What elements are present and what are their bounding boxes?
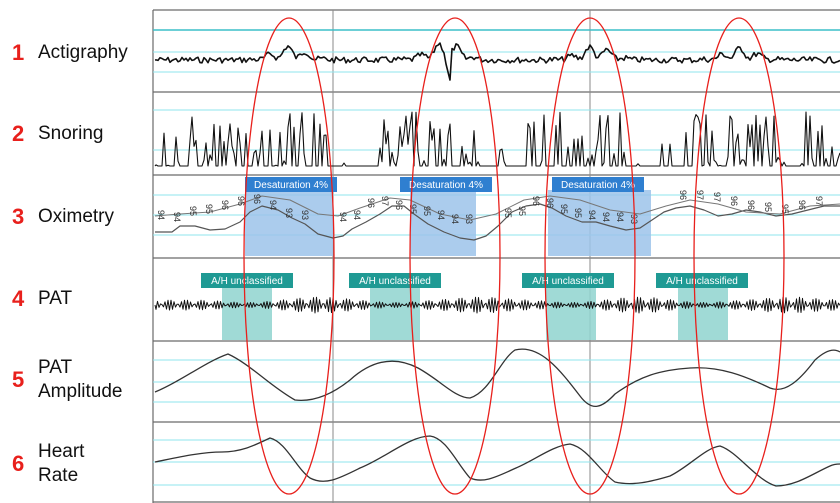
ah-label: A/H unclassified (211, 276, 283, 287)
highlight-ellipse (409, 17, 501, 495)
channel-name: Snoring (38, 123, 104, 144)
channel-label-heart-rate: 6 Heart Rate (12, 440, 108, 488)
channel-name: Heart Rate (38, 441, 85, 486)
channel-name: PAT Amplitude (38, 357, 123, 402)
desaturation-region (410, 190, 476, 256)
oximetry-value-label: 96 (236, 196, 246, 206)
oximetry-value-label: 96 (394, 200, 404, 210)
oximetry-value-label: 94 (436, 210, 446, 220)
oximetry-value-label: 94 (172, 212, 182, 222)
oximetry-value-label: 97 (695, 190, 705, 200)
oximetry-value-label: 96 (366, 198, 376, 208)
highlight-ellipses (243, 17, 785, 495)
channel-label-snoring: 2 Snoring (12, 121, 104, 147)
highlight-ellipse (544, 17, 636, 495)
channel-name: Oximetry (38, 206, 114, 227)
oximetry-value-label: 97 (814, 196, 824, 206)
oximetry-value-label: 96 (545, 198, 555, 208)
oximetry-value-label: 94 (615, 212, 625, 222)
oximetry-value-label: 96 (729, 196, 739, 206)
channel-label-oximetry: 3 Oximetry (12, 204, 114, 230)
oximetry-value-label: 93 (300, 210, 310, 220)
ah-region (678, 288, 728, 340)
oximetry-value-label: 95 (204, 204, 214, 214)
channel-number: 5 (12, 367, 25, 392)
snoring-trace (154, 111, 840, 167)
highlight-ellipse (243, 17, 335, 495)
oximetry-value-label: 96 (252, 194, 262, 204)
pat-trace (154, 296, 840, 314)
oximetry-value-label: 93 (284, 208, 294, 218)
oximetry-value-label: 95 (559, 204, 569, 214)
oximetry-value-labels: 94 94 95 95 96 96 96 94 93 93 94 94 96 97 96 95 95 94 94 93… (156, 190, 824, 224)
time-markers (332, 10, 591, 503)
desaturation-region (245, 190, 333, 256)
oximetry-value-label: 96 (746, 200, 756, 210)
oximetry-value-label: 95 (188, 206, 198, 216)
oximetry-value-label: 96 (678, 190, 688, 200)
oximetry-value-label: 97 (712, 192, 722, 202)
ah-label: A/H unclassified (532, 276, 604, 287)
channel-label-pat-amplitude: 5 PAT Amplitude (12, 356, 148, 404)
oximetry-value-label: 95 (573, 208, 583, 218)
oximetry-value-label: 96 (531, 196, 541, 206)
oximetry-value-label: 94 (450, 214, 460, 224)
channel-number: 4 (12, 286, 25, 311)
channel-number: 6 (12, 451, 25, 476)
desaturation-label: Desaturation 4% (561, 180, 635, 191)
panel-frames (152, 9, 840, 503)
oximetry-value-label: 94 (352, 210, 362, 220)
oximetry-value-label: 96 (797, 200, 807, 210)
heart-rate-trace (154, 435, 840, 487)
oximetry-value-label: 95 (503, 208, 513, 218)
oximetry-value-label: 95 (517, 206, 527, 216)
oximetry-value-label: 95 (422, 206, 432, 216)
pat-amplitude-trace (154, 348, 840, 407)
oximetry-trace (155, 203, 840, 241)
ah-region (546, 288, 596, 340)
ah-region (222, 288, 272, 340)
channel-number: 2 (12, 121, 25, 146)
oximetry-value-label: 93 (464, 214, 474, 224)
oximetry-upper-trace (154, 195, 840, 221)
ah-label: A/H unclassified (359, 276, 431, 287)
channel-name: Actigraphy (38, 42, 128, 63)
actigraphy-trace (154, 42, 840, 81)
channel-number: 3 (12, 204, 25, 229)
oximetry-value-label: 94 (156, 210, 166, 220)
highlight-ellipse (693, 17, 785, 495)
oximetry-value-label: 95 (780, 204, 790, 214)
desaturation-label: Desaturation 4% (409, 180, 483, 191)
ah-label: A/H unclassified (666, 276, 738, 287)
desaturation-label: Desaturation 4% (254, 180, 328, 191)
oximetry-value-label: 94 (338, 212, 348, 222)
channel-label-actigraphy: 1 Actigraphy (12, 40, 128, 66)
oximetry-value-label: 95 (408, 204, 418, 214)
grid-lines (153, 29, 840, 486)
oximetry-value-label: 95 (763, 202, 773, 212)
oximetry-value-label: 94 (268, 200, 278, 210)
channel-label-pat: 4 PAT (12, 286, 72, 312)
oximetry-value-label: 94 (587, 210, 597, 220)
oximetry-value-label: 96 (220, 200, 230, 210)
channel-number: 1 (12, 40, 25, 65)
oximetry-value-label: 94 (601, 212, 611, 222)
channel-name: PAT (38, 288, 73, 309)
oximetry-value-label: 97 (380, 196, 390, 206)
